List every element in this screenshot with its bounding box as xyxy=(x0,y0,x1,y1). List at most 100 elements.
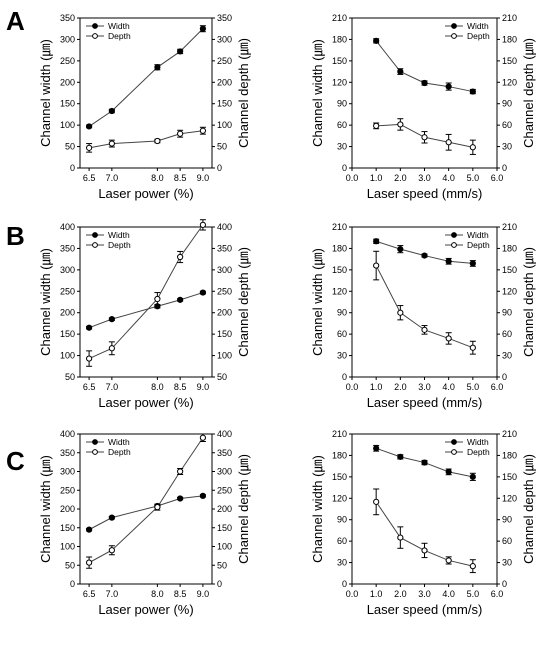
data-point xyxy=(86,144,93,151)
legend-label: Width xyxy=(108,21,130,31)
x-tick-label: 6.5 xyxy=(83,173,96,183)
panel-c: C6.5 7.0 8.0 8.5 9.0050100150200250300350400… xyxy=(6,429,537,617)
data-point xyxy=(154,64,161,71)
data-point xyxy=(445,83,452,90)
data-point xyxy=(373,445,380,452)
y-tick-label: 180 xyxy=(332,243,347,253)
panel-a: A6.5 7.0 8.0 8.5 9.0050100150200250300350050… xyxy=(6,6,537,201)
data-point xyxy=(86,559,93,566)
y2-tick-label: 120 xyxy=(502,286,517,296)
x-tick-label: 6.5 xyxy=(83,382,96,392)
x-tick-label: 5.0 xyxy=(467,589,480,599)
y2-tick-label: 150 xyxy=(217,99,232,109)
y-tick-label: 250 xyxy=(60,485,75,495)
series-line xyxy=(375,265,474,349)
y-tick-label: 90 xyxy=(337,515,347,525)
y-tick-label: 50 xyxy=(65,372,75,382)
y-tick-label: 180 xyxy=(332,450,347,460)
y-tick-label: 120 xyxy=(332,77,347,87)
y-tick-label: 180 xyxy=(332,34,347,44)
data-point xyxy=(445,139,452,146)
data-point xyxy=(373,37,380,44)
series-width xyxy=(86,492,206,533)
data-point xyxy=(108,547,115,554)
data-point xyxy=(421,134,428,141)
x-tick-label: 2.0 xyxy=(394,589,407,599)
x-tick-label: 7.0 xyxy=(106,589,119,599)
data-point xyxy=(445,335,452,342)
legend-marker xyxy=(92,33,98,39)
y-tick-label: 60 xyxy=(337,536,347,546)
x-tick-label: 0.0 xyxy=(346,173,359,183)
legend-marker xyxy=(451,242,457,248)
series-depth xyxy=(373,118,476,155)
data-point xyxy=(108,140,115,147)
legend-marker xyxy=(451,23,457,29)
x-tick-label: 6.5 xyxy=(83,589,96,599)
y2-tick-label: 180 xyxy=(502,450,517,460)
legend-label: Depth xyxy=(108,447,131,457)
y-tick-label: 90 xyxy=(337,99,347,109)
y2-axis-label: Channel depth (㎛) xyxy=(236,247,252,357)
y2-tick-label: 100 xyxy=(217,351,232,361)
y-tick-label: 60 xyxy=(337,120,347,130)
data-point xyxy=(397,121,404,128)
legend-label: Depth xyxy=(467,31,490,41)
x-tick-label: 0.0 xyxy=(346,382,359,392)
y2-tick-label: 30 xyxy=(502,558,512,568)
legend-marker xyxy=(92,439,98,445)
y-tick-label: 0 xyxy=(342,163,347,173)
x-tick-label: 3.0 xyxy=(418,173,431,183)
y-tick-label: 100 xyxy=(60,351,75,361)
x-tick-label: 3.0 xyxy=(418,382,431,392)
series-depth xyxy=(373,488,476,574)
x-tick-label: 1.0 xyxy=(370,589,383,599)
series-width xyxy=(373,238,476,267)
y-tick-label: 50 xyxy=(65,142,75,152)
data-point xyxy=(199,25,206,32)
y2-tick-label: 100 xyxy=(217,120,232,130)
y2-tick-label: 300 xyxy=(217,467,232,477)
y2-tick-label: 120 xyxy=(502,493,517,503)
y2-tick-label: 90 xyxy=(502,308,512,318)
x-axis-label: Laser power (%) xyxy=(98,602,193,617)
y2-axis-label: Channel depth (㎛) xyxy=(236,454,252,564)
legend-marker xyxy=(451,439,457,445)
y-tick-label: 300 xyxy=(60,34,75,44)
legend-label: Width xyxy=(467,21,489,31)
y2-tick-label: 200 xyxy=(217,308,232,318)
data-point xyxy=(421,79,428,87)
y2-tick-label: 150 xyxy=(217,523,232,533)
x-tick-label: 8.5 xyxy=(174,173,187,183)
y-tick-label: 0 xyxy=(342,372,347,382)
y2-tick-label: 300 xyxy=(217,265,232,275)
legend-label: Width xyxy=(467,230,489,240)
legend-marker xyxy=(92,23,98,29)
y2-tick-label: 50 xyxy=(217,560,227,570)
y-tick-label: 300 xyxy=(60,467,75,477)
x-tick-label: 0.0 xyxy=(346,589,359,599)
plot-frame xyxy=(79,226,213,378)
series-line xyxy=(88,437,204,564)
x-tick-label: 2.0 xyxy=(394,173,407,183)
data-point xyxy=(177,130,184,137)
y2-tick-label: 0 xyxy=(217,163,222,173)
legend-label: Depth xyxy=(467,240,490,250)
series-line xyxy=(88,224,204,360)
data-point xyxy=(445,258,452,265)
y-tick-label: 400 xyxy=(60,429,75,439)
y2-tick-label: 30 xyxy=(502,351,512,361)
y-tick-label: 150 xyxy=(60,523,75,533)
legend-marker xyxy=(451,33,457,39)
y-tick-label: 120 xyxy=(332,286,347,296)
x-axis-label: Laser speed (mm/s) xyxy=(367,186,483,201)
y-tick-label: 0 xyxy=(70,579,75,589)
data-point xyxy=(177,468,184,475)
x-tick-label: 8.5 xyxy=(174,589,187,599)
legend-label: Width xyxy=(108,437,130,447)
y-tick-label: 350 xyxy=(60,13,75,23)
